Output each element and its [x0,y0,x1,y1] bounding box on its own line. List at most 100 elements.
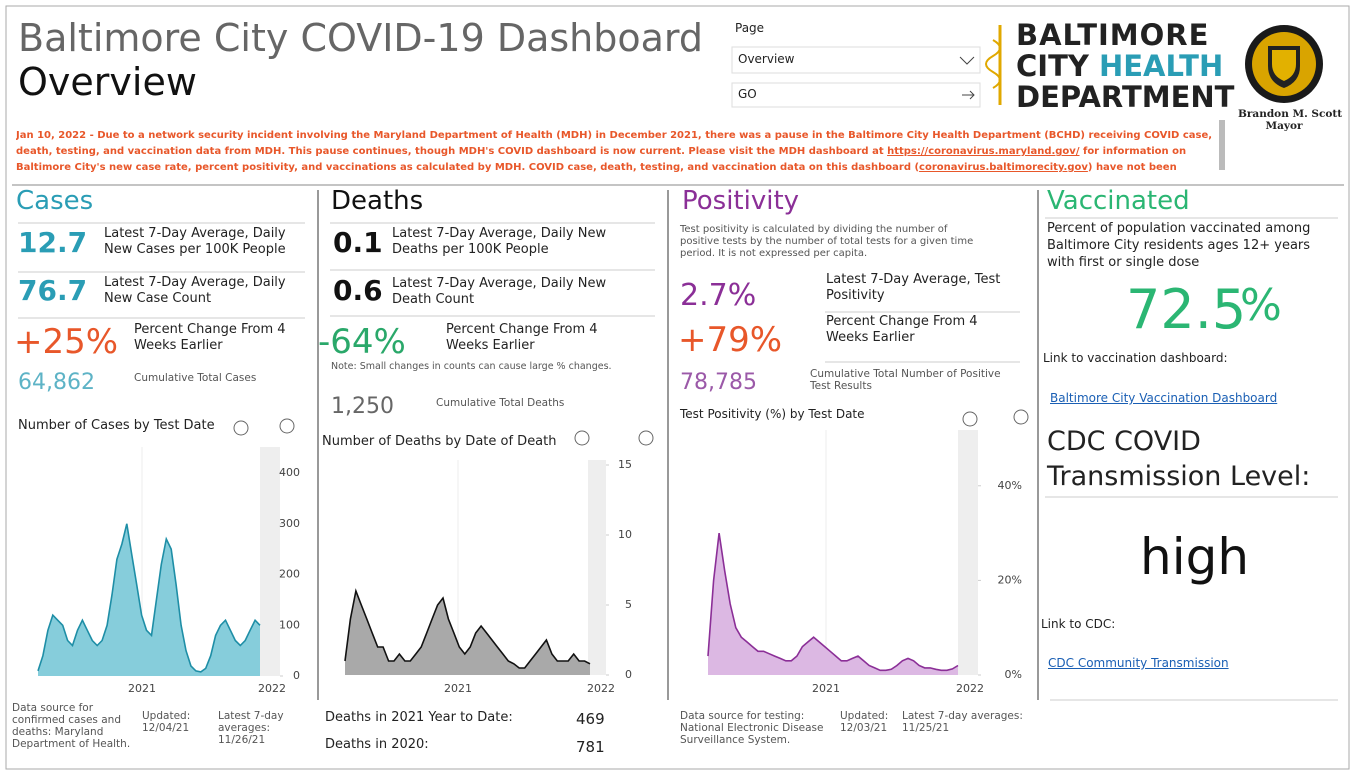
prev-label: Deaths in 2020: [325,737,429,752]
y-tick-label: 0% [1005,668,1022,681]
info-icon[interactable] [638,430,654,446]
title: Baltimore City COVID-19 Dashboard [18,16,703,60]
x-tick-label: 2021 [128,682,156,695]
kpi-label: Latest 7-Day Average, Daily New Death Co… [392,276,607,307]
x-tick-label: 2022 [587,682,615,695]
ytd-label: Deaths in 2021 Year to Date: [325,710,513,725]
page-label: Page [735,21,765,35]
y-tick-label: 0 [293,669,300,682]
subtitle: Overview [18,60,197,104]
kpi-label: Cumulative Total Deaths [436,397,565,409]
logo-text: DEPARTMENT [1016,80,1235,114]
chart-title: Number of Cases by Test Date [18,418,215,433]
notice-link[interactable]: https://coronavirus.maryland.gov/ [887,146,1080,157]
mayor-name: Brandon M. Scott [1238,108,1343,120]
panel-title: Cases [16,186,94,216]
link[interactable]: Baltimore City Vaccination Dashboard [1050,391,1278,405]
kpi: 64,862 [18,370,95,395]
link-label: Link to CDC: [1041,617,1116,631]
shaded-band [260,447,280,676]
kpi-unit: % [1240,280,1282,331]
link[interactable]: CDC Community Transmission [1048,656,1229,670]
kpi: 0.1 [333,226,383,259]
page-dropdown[interactable] [731,46,981,74]
y-tick-label: 200 [279,568,300,581]
kpi-label: Percent Change From 4 Weeks Earlier [446,322,598,353]
info-icon[interactable] [279,418,295,434]
chevron [959,56,975,65]
logo-text: CITY [1016,49,1089,83]
kpi-label: Latest 7-Day Average, Daily New Case Cou… [104,275,286,306]
y-tick-label: 40% [998,479,1022,492]
logo-text: HEALTH [1098,49,1224,83]
x-tick-label: 2022 [956,682,984,695]
info-icon[interactable] [1013,409,1029,425]
source: Data source for testing: National Electr… [680,710,824,746]
notice-link[interactable]: coronavirus.baltimorecity.gov [919,162,1088,173]
seal-shield [1272,50,1296,81]
area [345,591,590,675]
shaded-band [958,430,978,675]
ytd: 469 [576,710,605,728]
notice-text: ) have not been updated since Friday, De… [1087,162,1177,173]
panel-title: Deaths [331,186,424,216]
kpi-label: Percent Change From 4 Weeks Earlier [826,314,978,345]
shaded-band [588,460,606,675]
x-tick-label: 2022 [258,682,286,695]
kpi-label: Latest 7-Day Average, Daily New Cases pe… [104,226,286,257]
logo-text: CITY HEALTH [1016,49,1223,83]
y-tick-label: 15 [618,458,632,471]
line [344,588,591,669]
y-tick-label: 20% [998,573,1022,586]
frame [5,5,1350,770]
area [38,523,260,676]
x-tick-label: 2021 [444,682,472,695]
chart-title: Number of Deaths by Date of Death [322,434,557,449]
info-icon[interactable] [574,430,590,446]
line [37,523,261,673]
updated: 12/03/21 [840,722,888,734]
averages-label: Latest 7-day averages: [218,710,284,734]
kpi-label: Latest 7-Day Average, Daily New Deaths p… [392,226,607,257]
kpi: 12.7 [18,226,88,259]
deaths-chart: 0 5 10 15 2021 2022 [344,458,632,695]
kpi: 1,250 [331,394,394,419]
kpi: +25% [14,322,119,362]
positivity-chart: 0% 20% 40% 2021 2022 [707,430,1022,695]
cdc-level: high [1140,528,1250,586]
kpi-label: Cumulative Total Number of Positive Test… [810,368,1001,392]
mayor: Brandon M. Scott Mayor [1238,108,1343,132]
info-icon[interactable] [962,411,978,427]
info-icons [233,409,1029,446]
updated: 12/04/21 [142,722,190,734]
line [707,532,959,672]
separators [18,217,1338,701]
cases-chart: 0 100 200 300 400 2021 2022 [37,447,300,695]
updated-label: Updated: [840,710,889,722]
panel-title: Positivity [682,186,800,216]
link-label: Link to vaccination dashboard: [1043,351,1228,365]
kpi: +79% [678,320,783,360]
y-tick-label: 10 [618,528,632,541]
source: Data source for confirmed cases and deat… [12,702,131,750]
averages-label: Latest 7-day averages: [902,710,1023,722]
averages: 11/25/21 [902,722,950,734]
kpi: 0.6 [333,274,383,307]
logo-text: BALTIMORE [1016,18,1210,52]
notice-text: for information on Baltimore City's new … [16,146,1187,173]
y-tick-label: 400 [279,466,300,479]
area [708,533,958,675]
kpi: -64% [318,322,406,362]
go-button[interactable] [731,82,981,108]
kpi: 2.7% [680,278,757,313]
page-value: Overview [738,52,795,66]
y-tick-label: 0 [625,668,632,681]
y-tick-label: 5 [625,598,632,611]
notice: Jan 10, 2022 - Due to a network security… [16,128,1216,176]
info-icon[interactable] [233,420,249,436]
kpi-label: Percent Change From 4 Weeks Earlier [134,322,286,353]
kpi-label: Cumulative Total Cases [134,372,257,384]
go-label: GO [738,87,757,101]
panel-title: Vaccinated [1047,186,1190,216]
